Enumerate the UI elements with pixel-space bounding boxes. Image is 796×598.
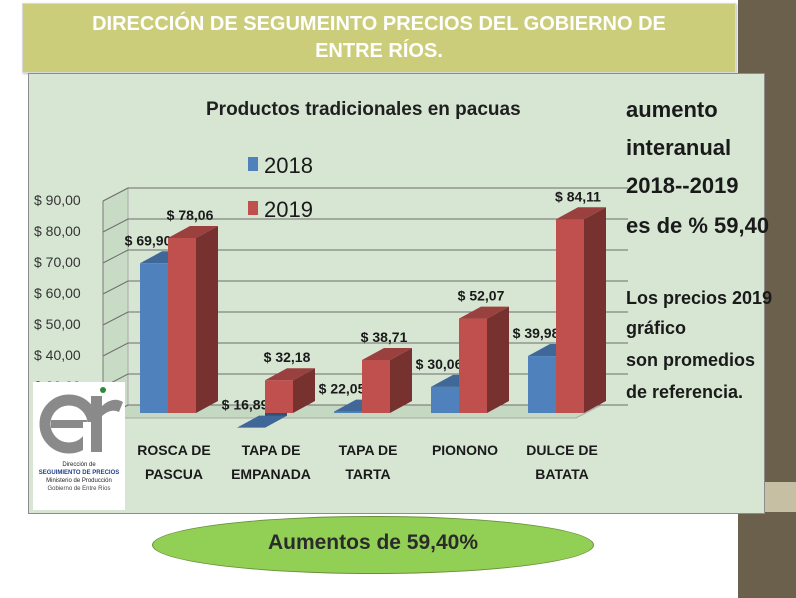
annotation-headline: es de % 59,40: [626, 213, 769, 238]
logo: Dirección de SEGUIMIENTO DE PRECIOS Mini…: [33, 382, 125, 510]
header-banner: DIRECCIÓN DE SEGUMEINTO PRECIOS DEL GOBI…: [22, 3, 736, 73]
y-tick-label: $ 60,00: [34, 285, 81, 301]
legend-label: 2019: [264, 197, 313, 222]
gridline: [102, 187, 628, 202]
bar-top: [265, 368, 315, 381]
data-label: $ 69,90: [125, 232, 172, 248]
bar-top: [459, 306, 509, 319]
chart-title: Productos tradicionales en pacuas: [206, 99, 521, 120]
data-label: $ 22,05: [319, 381, 366, 397]
data-label: $ 78,06: [167, 207, 214, 223]
data-label: $ 52,07: [458, 288, 505, 304]
bar-top: [362, 347, 412, 360]
gridline: [102, 249, 628, 264]
page-title-line-2: ENTRE RÍOS.: [315, 40, 443, 62]
data-label: $ 32,18: [264, 349, 311, 365]
x-tick-label: TAPA DE: [242, 442, 301, 458]
annotation-headline: 2018--2019: [626, 173, 739, 198]
bar-front: [362, 359, 390, 413]
legend-label: 2018: [264, 153, 313, 178]
bar-front: [431, 386, 459, 413]
annotation-note: Los precios 2019: [626, 288, 772, 308]
x-tick-label: PIONONO: [432, 442, 498, 458]
bar-front: [334, 411, 362, 413]
logo-text-3: Ministerio de Producción: [46, 478, 112, 484]
data-label: $ 84,11: [555, 188, 601, 204]
x-tick-label: EMPANADA: [231, 466, 311, 482]
data-label: $ 16,89: [222, 397, 269, 413]
gridline: [102, 311, 628, 326]
bar-top: [168, 226, 218, 239]
x-tick-label: BATATA: [535, 466, 588, 482]
bar-side: [196, 226, 218, 413]
summary-text: Aumentos de 59,40%: [267, 531, 479, 554]
y-tick-label: $ 80,00: [34, 223, 81, 239]
x-tick-label: PASCUA: [145, 466, 203, 482]
annotation-headline: aumento: [626, 97, 718, 122]
bar-top: [237, 415, 287, 428]
logo-text-4: Gobierno de Entre Ríos: [47, 486, 111, 492]
page-title: DIRECCIÓN DE SEGUMEINTO PRECIOS DEL GOBI…: [23, 11, 735, 65]
gridline: [102, 218, 628, 233]
bar-front: [459, 318, 487, 413]
summary-pill: Aumentos de 59,40%: [152, 516, 594, 574]
x-tick-label: TAPA DE: [339, 442, 398, 458]
gridline: [102, 280, 628, 295]
x-tick-label: TARTA: [345, 466, 390, 482]
y-tick-label: $ 70,00: [34, 254, 81, 270]
bar-top: [556, 207, 606, 220]
page-title-line-1: DIRECCIÓN DE SEGUMEINTO PRECIOS DEL GOBI…: [92, 13, 666, 35]
x-tick-label: ROSCA DE: [137, 442, 210, 458]
legend-swatch: [248, 157, 258, 171]
bar-front: [528, 356, 556, 413]
y-tick-label: $ 40,00: [34, 347, 81, 363]
data-label: $ 38,71: [361, 329, 408, 345]
er-logo-mark-icon: [39, 387, 123, 454]
legend-swatch: [248, 201, 258, 215]
bar-side: [487, 306, 509, 413]
bar-front: [265, 380, 293, 413]
y-tick-label: $ 90,00: [34, 192, 81, 208]
annotation-note: de referencia.: [626, 382, 743, 402]
bar-front: [168, 238, 196, 413]
data-label: $ 30,06: [416, 356, 463, 372]
annotation-note: son promedios: [626, 350, 755, 370]
annotation-note: gráfico: [626, 318, 686, 338]
bar-front: [556, 219, 584, 413]
y-tick-label: $ 50,00: [34, 316, 81, 332]
bar-side: [584, 207, 606, 413]
annotation-headline: interanual: [626, 135, 731, 160]
logo-text-1: Dirección de: [62, 462, 96, 468]
bar-chart: $ 20,00$ 30,00$ 40,00$ 50,00$ 60,00$ 70,…: [34, 97, 772, 482]
data-label: $ 39,98: [513, 325, 560, 341]
x-tick-label: DULCE DE: [526, 442, 598, 458]
logo-text-2: SEGUIMIENTO DE PRECIOS: [38, 470, 120, 476]
bar-side: [293, 368, 315, 413]
bar-side: [390, 347, 412, 413]
bar-front: [140, 263, 168, 413]
